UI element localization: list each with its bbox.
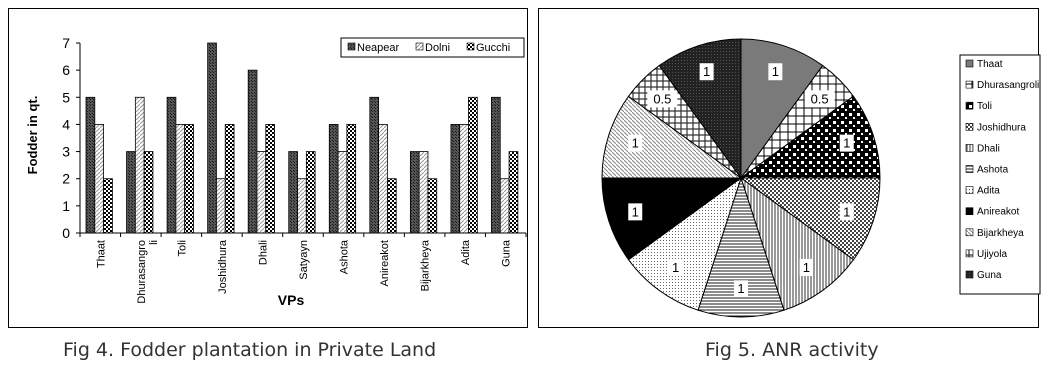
pie-data-label: 1 [803, 260, 810, 275]
pie-legend-swatch-anireakot [966, 208, 973, 215]
pie-chart-caption: Fig 5. ANR activity [705, 339, 879, 361]
pie-legend-swatch-dhali [966, 144, 973, 151]
pie-legend-swatch-dhurasangroli [966, 81, 973, 88]
pie-legend-swatch-thaat [966, 60, 973, 67]
pie-legend-swatch-joshidhura [966, 123, 973, 130]
pie-data-label: 1 [772, 64, 779, 79]
pie-legend: Thaat Dhurasangroli Toli Joshidhura Dhali Ash… [960, 55, 1040, 294]
pie-data-label: 1 [843, 136, 850, 151]
pie-data-label: 1 [703, 64, 710, 79]
pie-legend-label-dhurasangroli: Dhurasangroli [977, 80, 1039, 91]
pie-legend-swatch-ashota [966, 166, 973, 173]
pie-legend-swatch-bijarkheya [966, 229, 973, 236]
pie-data-label: 1 [632, 204, 639, 219]
pie-legend-label-bijarkheya: Bijarkheya [977, 228, 1024, 239]
pie-data-label: 1 [632, 136, 639, 151]
pie-legend-label-dhali: Dhali [977, 143, 1000, 154]
pie-legend-label-joshidhura: Joshidhura [977, 122, 1026, 133]
pie-chart: 1 0.5 1 1 1 1 1 1 1 0.5 1 Thaat Dhurasangroli Toli Jos… [0, 0, 1047, 340]
pie-data-label: 0.5 [653, 91, 671, 106]
pie-legend-swatch-adita [966, 187, 973, 194]
pie-legend-label-anireakot: Anireakot [977, 207, 1019, 218]
pie-data-label: 0.5 [811, 91, 829, 106]
pie-legend-swatch-toli [966, 102, 973, 109]
pie-legend-swatch-ujiyola [966, 250, 973, 257]
pie-legend-label-ashota: Ashota [977, 165, 1009, 176]
pie-legend-label-guna: Guna [977, 270, 1002, 281]
pie-legend-swatch-guna [966, 271, 973, 278]
bar-chart-caption: Fig 4. Fodder plantation in Private Land [63, 339, 436, 361]
pie-data-label: 1 [843, 204, 850, 219]
pie-data-label: 1 [737, 281, 744, 296]
pie-legend-label-ujiyola: Ujiyola [977, 249, 1007, 260]
pie-data-label: 1 [672, 260, 679, 275]
pie-legend-label-adita: Adita [977, 186, 1000, 197]
pie-legend-label-toli: Toli [977, 101, 992, 112]
pie-legend-label-thaat: Thaat [977, 59, 1003, 70]
